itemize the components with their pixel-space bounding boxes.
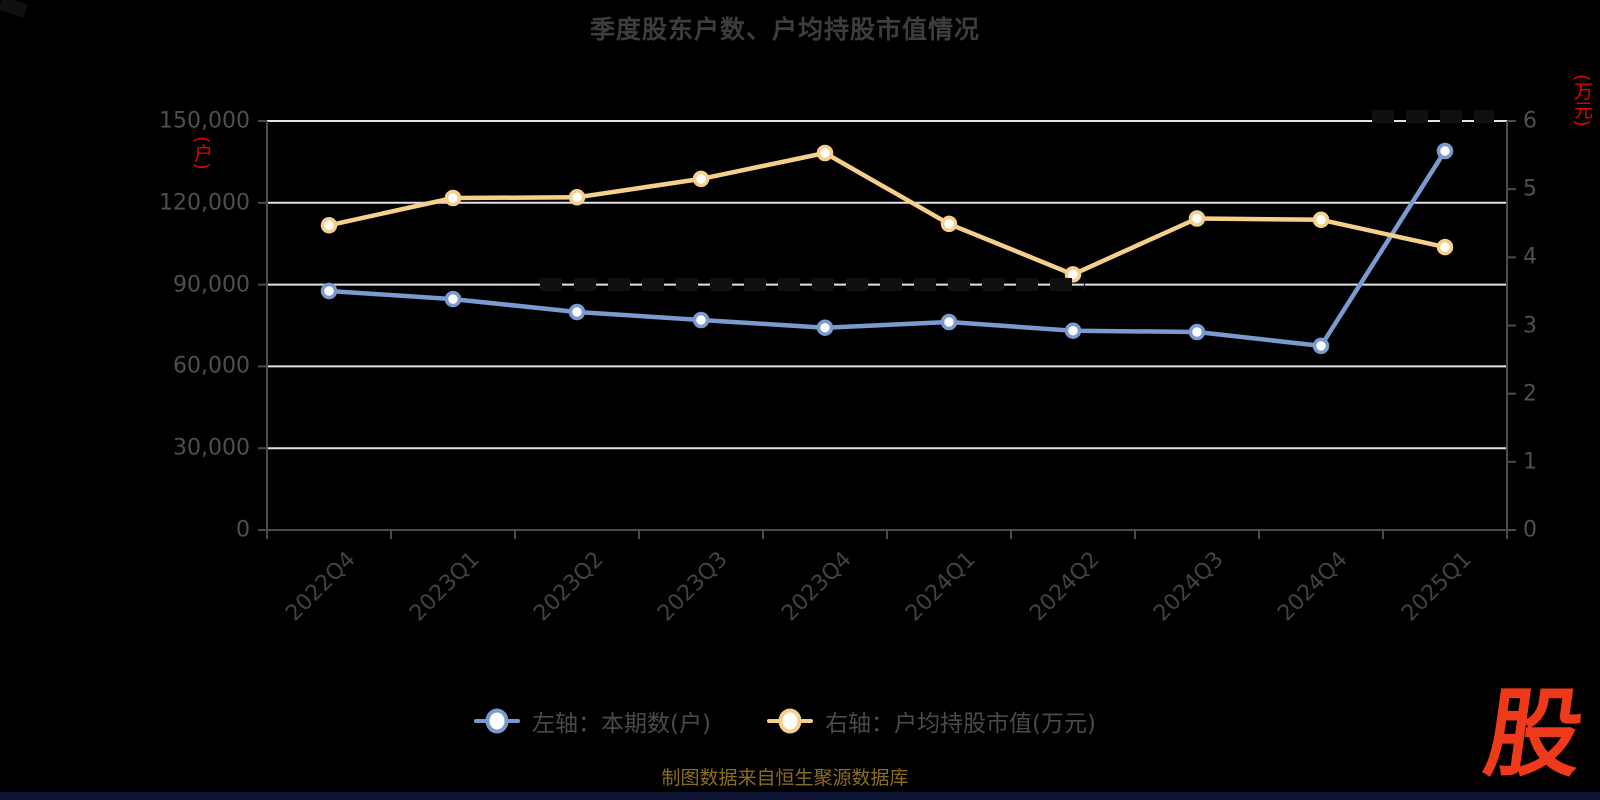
series-point[interactable]	[444, 290, 462, 308]
right-axis-tick-label: 4	[1523, 244, 1537, 270]
legend: 左轴：本期数(户) 右轴：户均持股市值(万元)	[0, 704, 1570, 738]
legend-item[interactable]: 左轴：本期数(户)	[474, 704, 711, 738]
watermark-artifact	[540, 278, 1085, 291]
left-axis-tick-label: 0	[236, 517, 250, 543]
left-axis-tick-label: 30,000	[173, 435, 250, 461]
chart-title: 季度股东户数、户均持股市值情况	[589, 15, 980, 44]
left-axis-unit: (户)	[191, 136, 213, 170]
right-axis-tick-label: 5	[1523, 176, 1537, 202]
right-axis-tick-label: 3	[1523, 313, 1537, 338]
left-axis-tick-label: 90,000	[173, 272, 250, 298]
legend-marker-icon	[767, 708, 813, 734]
left-axis-tick-label: 150,000	[159, 108, 250, 134]
left-axis-tick-label: 120,000	[159, 190, 250, 216]
left-axis-tick-label: 60,000	[173, 353, 250, 379]
series-point[interactable]	[692, 311, 710, 329]
series-point[interactable]	[320, 282, 338, 300]
right-axis-tick-label: 6	[1523, 108, 1537, 134]
series-point[interactable]	[320, 217, 338, 234]
series-point[interactable]	[1188, 210, 1206, 227]
series-line	[328, 149, 1447, 349]
brand-logo: 股	[1478, 678, 1590, 790]
series-point[interactable]	[816, 319, 834, 336]
right-axis-tick-label: 1	[1523, 449, 1537, 475]
series-point[interactable]	[568, 303, 586, 321]
legend-item-label: 左轴：本期数(户)	[532, 711, 711, 737]
series-point[interactable]	[1312, 337, 1330, 355]
data-source-note: 制图数据来自恒生聚源数据库	[661, 767, 909, 789]
series-point[interactable]	[816, 144, 834, 162]
series-point[interactable]	[568, 189, 586, 206]
series-point[interactable]	[940, 215, 958, 233]
series-point[interactable]	[1436, 142, 1454, 160]
watermark-artifact	[1372, 110, 1494, 123]
right-axis-unit: (万元)	[1571, 74, 1593, 127]
bottom-strip	[0, 792, 1600, 800]
series-point[interactable]	[444, 189, 462, 207]
legend-item-label: 右轴：户均持股市值(万元)	[825, 711, 1096, 737]
legend-item[interactable]: 右轴：户均持股市值(万元)	[767, 704, 1096, 738]
legend-marker-icon	[474, 708, 521, 734]
series-line	[328, 150, 1446, 277]
series-point[interactable]	[1436, 238, 1454, 256]
right-axis-tick-label: 2	[1523, 381, 1537, 407]
right-axis-tick-label: 0	[1523, 517, 1537, 543]
series-point[interactable]	[1064, 322, 1082, 339]
series-point[interactable]	[692, 170, 710, 188]
series-point[interactable]	[1312, 211, 1330, 229]
series-point[interactable]	[1188, 323, 1206, 341]
series-point[interactable]	[940, 313, 958, 331]
